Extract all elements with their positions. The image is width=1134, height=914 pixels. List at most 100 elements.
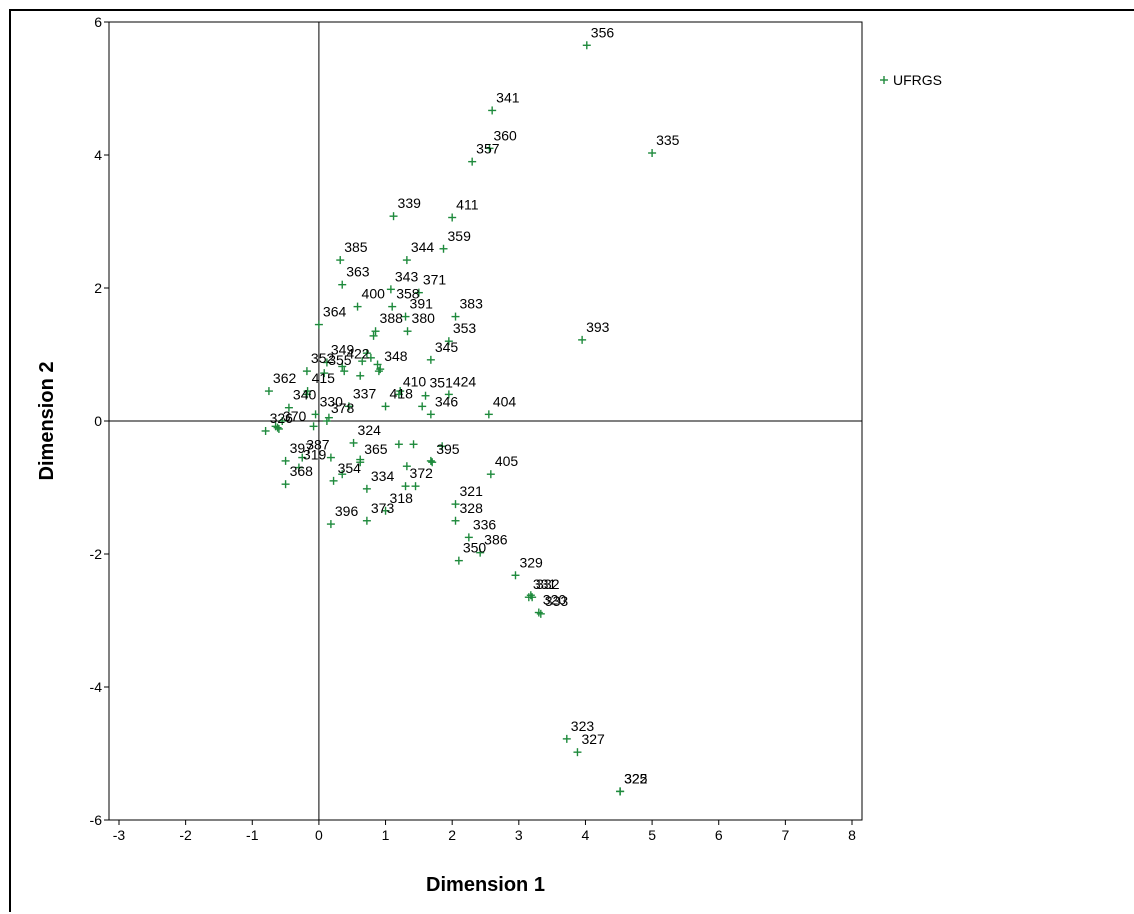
point-label: 322 xyxy=(624,770,648,786)
data-point xyxy=(454,556,463,565)
data-point xyxy=(426,410,435,419)
data-point xyxy=(444,337,453,346)
data-point xyxy=(451,516,460,525)
point-label: 380 xyxy=(412,310,436,326)
data-point xyxy=(362,516,371,525)
point-label: 360 xyxy=(493,127,517,143)
data-point xyxy=(294,463,303,472)
data-point xyxy=(322,358,331,367)
data-point xyxy=(264,387,273,396)
x-tick-label: 1 xyxy=(382,827,390,843)
y-tick-label: -4 xyxy=(90,679,103,695)
data-point xyxy=(402,256,411,265)
point-label: 349 xyxy=(331,341,355,357)
data-point xyxy=(448,213,457,222)
data-point xyxy=(582,41,591,50)
point-label: 385 xyxy=(344,239,368,255)
data-point xyxy=(366,353,375,362)
data-point xyxy=(451,312,460,321)
point-label: 405 xyxy=(495,453,519,469)
y-axis-title: Dimension 2 xyxy=(36,362,58,481)
data-point xyxy=(373,360,382,369)
data-point xyxy=(356,455,365,464)
data-point xyxy=(344,402,353,411)
x-tick-label: -3 xyxy=(113,827,126,843)
legend-plus-marker xyxy=(880,76,888,84)
x-axis-title: Dimension 1 xyxy=(426,874,545,896)
point-label: 393 xyxy=(586,319,610,335)
point-label: 395 xyxy=(436,441,460,457)
x-tick-label: -2 xyxy=(179,827,192,843)
data-point xyxy=(278,417,287,425)
point-label: 364 xyxy=(323,304,347,320)
x-tick-label: 5 xyxy=(648,827,656,843)
data-point xyxy=(326,453,335,462)
point-label: 388 xyxy=(380,310,404,326)
data-point xyxy=(358,357,367,366)
data-point xyxy=(444,390,453,399)
point-label: 327 xyxy=(581,731,605,747)
point-label: 341 xyxy=(496,89,520,105)
point-label: 330 xyxy=(320,393,344,409)
x-tick-label: 8 xyxy=(848,827,856,843)
data-point xyxy=(578,335,587,344)
point-label: 340 xyxy=(293,387,317,403)
point-label: 357 xyxy=(476,141,500,157)
point-label: 337 xyxy=(353,385,377,401)
data-point xyxy=(401,482,410,491)
y-tick-label: 4 xyxy=(94,147,102,163)
data-point xyxy=(284,403,293,412)
y-tick-label: 6 xyxy=(94,14,102,30)
data-point xyxy=(338,470,347,479)
data-point xyxy=(488,106,497,115)
point-label: 365 xyxy=(364,441,388,457)
point-label: 332 xyxy=(536,576,560,592)
x-axis: -3 -2 -1 0 1 2 3 4 5 6 7 8 xyxy=(113,820,856,843)
point-label: 331 xyxy=(533,576,557,592)
data-point xyxy=(281,456,290,465)
point-label: 353 xyxy=(453,320,477,336)
point-label: 373 xyxy=(371,500,395,516)
point-label: 424 xyxy=(453,373,477,389)
data-point xyxy=(369,331,378,340)
y-tick-label: -2 xyxy=(90,546,103,562)
point-label: 359 xyxy=(448,228,472,244)
data-point xyxy=(484,410,493,419)
point-label: 345 xyxy=(435,339,459,355)
point-label: 335 xyxy=(656,132,680,148)
data-point xyxy=(411,482,420,491)
data-point xyxy=(616,787,625,796)
point-label: 383 xyxy=(460,296,484,312)
point-label: 411 xyxy=(456,197,479,213)
y-tick-label: 0 xyxy=(94,413,102,429)
data-point xyxy=(409,440,418,449)
point-label: 333 xyxy=(545,593,569,609)
point-label: 344 xyxy=(411,239,435,255)
point-label: 363 xyxy=(346,264,370,280)
point-label: 356 xyxy=(591,24,615,40)
point-label: 397 xyxy=(290,440,314,456)
data-point xyxy=(401,312,410,321)
point-label: 343 xyxy=(395,268,419,284)
point-label: 346 xyxy=(435,393,459,409)
point-label: 324 xyxy=(358,422,382,438)
data-point xyxy=(338,362,347,371)
point-label: 336 xyxy=(473,516,497,532)
point-label: 372 xyxy=(410,465,434,481)
data-point xyxy=(298,453,307,462)
data-point xyxy=(336,256,345,265)
data-point xyxy=(468,157,477,166)
y-axis: -6 -4 -2 0 2 4 6 xyxy=(90,14,109,828)
data-point xyxy=(362,349,371,358)
data-point xyxy=(485,144,494,153)
point-label: 352 xyxy=(311,350,335,366)
point-label: 319 xyxy=(303,447,327,463)
data-point xyxy=(302,367,311,376)
point-label: 387 xyxy=(306,437,330,453)
data-point xyxy=(414,288,423,297)
point-label: 418 xyxy=(390,385,414,401)
data-point xyxy=(402,462,411,471)
point-label: 334 xyxy=(371,468,395,484)
data-point xyxy=(439,244,448,253)
point-label: 320 xyxy=(543,592,567,608)
